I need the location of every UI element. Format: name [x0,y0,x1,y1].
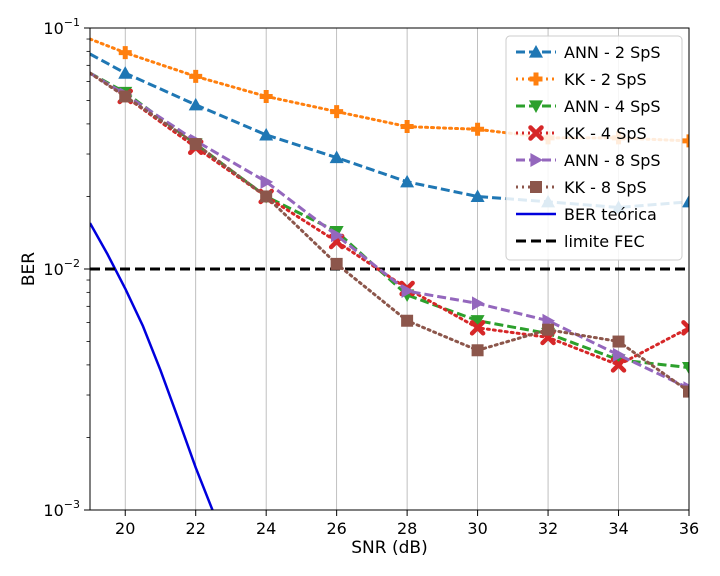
legend-item-ber-te-rica: BER teórica [516,205,657,224]
legend-swatch-marker [528,125,544,141]
series-line-kk-8-sps [90,71,689,394]
x-tick-label: 22 [186,519,206,538]
data-point [400,120,414,134]
data-point [471,122,485,136]
y-axis-label: BER [19,252,39,286]
legend-label: ANN - 4 SpS [564,97,661,116]
legend-label: KK - 4 SpS [564,124,647,143]
data-point [118,66,133,79]
series-kk-8-sps [90,71,689,398]
x-tick-label: 32 [538,519,558,538]
data-point [542,323,555,336]
x-tick-label: 36 [679,519,699,538]
legend-swatch-marker [529,45,543,58]
x-tick-label: 20 [115,519,135,538]
series-line-ber-te-rica [90,222,214,510]
legend-label: ANN - 2 SpS [564,43,661,62]
data-point [471,296,485,311]
marker-stroke [469,320,486,336]
legend-swatch-marker [529,72,543,86]
series-layer [90,37,689,510]
data-point [610,357,627,373]
y-tick-label: 10−1 [43,16,80,38]
legend-item-ann-2-sps: ANN - 2 SpS [516,43,661,62]
legend-item-limite-fec: limite FEC [516,232,645,251]
data-point [682,361,689,375]
x-tick-label: 34 [608,519,628,538]
x-tick-label: 24 [256,519,276,538]
legend-swatch-marker [530,181,542,193]
data-point [683,385,689,398]
legend-item-ann-8-sps: ANN - 8 SpS [516,151,661,170]
data-point [612,335,625,348]
data-point [612,347,626,362]
data-point [682,194,689,208]
x-tick-label: 26 [326,519,346,538]
data-point [260,190,273,203]
data-point [119,90,132,103]
legend-item-ann-4-sps: ANN - 4 SpS [516,97,661,116]
data-point [400,174,415,188]
series-line-ann-8-sps [90,71,689,390]
marker-stroke [681,320,689,332]
y-tick-label: 10−3 [43,498,80,520]
x-tick-label: 28 [397,519,417,538]
axis-ticks: 20 22 24 26 28 30 32 34 36 10−3 10−2 10−1 [43,16,699,538]
legend-label: ANN - 8 SpS [564,151,661,170]
legend-label: KK - 8 SpS [564,178,647,197]
marker-stroke [681,324,689,336]
data-point [259,89,273,103]
data-point [470,315,485,328]
marker-stroke [610,357,627,373]
legend: ANN - 2 SpS KK - 2 SpS ANN - 4 SpS KK - 4 S… [505,35,683,261]
data-point [330,257,343,270]
data-point [471,344,484,357]
data-point [329,150,344,164]
legend-item-kk-2-sps: KK - 2 SpS [516,70,647,89]
data-point [259,127,274,141]
data-point [469,320,486,336]
data-point [682,134,689,148]
legend-item-kk-4-sps: KK - 4 SpS [516,124,647,143]
data-point [681,320,689,336]
data-point [118,46,132,60]
legend-swatch-marker [530,153,543,167]
data-point [331,228,344,243]
legend-label: KK - 2 SpS [564,70,647,89]
x-axis-label: SNR (dB) [351,538,427,558]
data-point [330,105,344,119]
x-tick-label: 30 [467,519,487,538]
legend-swatch-marker [529,100,543,113]
y-tick-label: 10−2 [43,257,80,279]
data-point [401,314,414,327]
data-point [189,138,202,151]
legend-label: BER teórica [564,205,657,224]
data-point [401,284,415,299]
data-point [470,189,485,203]
series-ber-te-rica [90,222,214,510]
data-point [188,97,203,111]
data-point [189,69,203,83]
legend-box [505,35,683,261]
data-point [260,174,274,189]
marker-stroke [528,125,544,141]
legend-label: limite FEC [564,232,645,251]
legend-item-kk-8-sps: KK - 8 SpS [516,178,647,197]
